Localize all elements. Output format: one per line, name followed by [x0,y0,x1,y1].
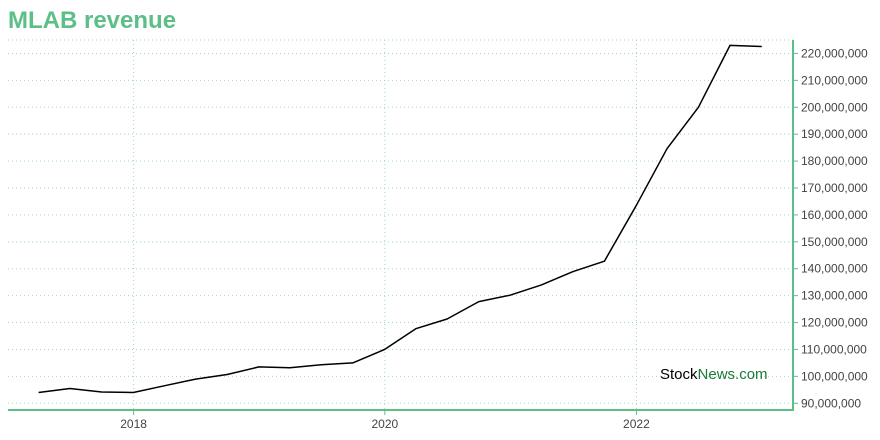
y-tick-label: 140,000,000 [801,262,868,276]
data-point [571,270,574,273]
data-point [666,147,669,150]
x-tick-label: 2018 [120,417,147,431]
y-tick-label: 150,000,000 [801,235,868,249]
data-point [100,390,103,393]
y-tick-label: 200,000,000 [801,100,868,114]
data-point [477,300,480,303]
data-point [729,44,732,47]
data-point [351,361,354,364]
y-tick-label: 110,000,000 [801,342,867,356]
series-line [38,44,762,394]
data-point [446,318,449,321]
y-tick-label: 180,000,000 [801,154,868,168]
x-axis-ticks: 2018 2020 2022 [120,417,650,431]
y-tick-label: 160,000,000 [801,208,868,222]
axes [8,40,798,415]
watermark-stock: Stock [660,366,698,383]
grid-lines [8,39,793,410]
y-tick-label: 120,000,000 [801,316,868,330]
data-point [697,106,700,109]
data-point [37,391,40,394]
page-title: MLAB revenue [8,7,177,34]
data-point [194,378,197,381]
data-point [226,373,229,376]
data-point [509,294,512,297]
x-tick-label: 2020 [371,417,398,431]
data-point [257,365,260,368]
y-axis-ticks: 90,000,000 100,000,000 110,000,000 120,000,… [801,46,868,410]
y-tick-label: 100,000,000 [801,369,868,383]
y-tick-label: 210,000,000 [801,73,868,87]
data-point [635,204,638,207]
y-tick-label: 220,000,000 [801,46,868,60]
data-point [163,384,166,387]
y-tick-label: 90,000,000 [801,396,861,410]
y-tick-label: 190,000,000 [801,127,868,141]
data-point [383,348,386,351]
data-point [540,283,543,286]
data-point [288,366,291,369]
data-point [760,45,763,48]
series-group [37,44,763,394]
watermark-news: News.com [698,366,768,383]
watermark: StockNews.com [660,366,768,383]
data-point [414,327,417,330]
x-tick-label: 2022 [623,417,650,431]
y-tick-label: 170,000,000 [801,181,868,195]
data-point [320,363,323,366]
data-point [132,391,135,394]
data-point [603,260,606,263]
data-point [68,387,71,390]
y-tick-label: 130,000,000 [801,289,868,303]
